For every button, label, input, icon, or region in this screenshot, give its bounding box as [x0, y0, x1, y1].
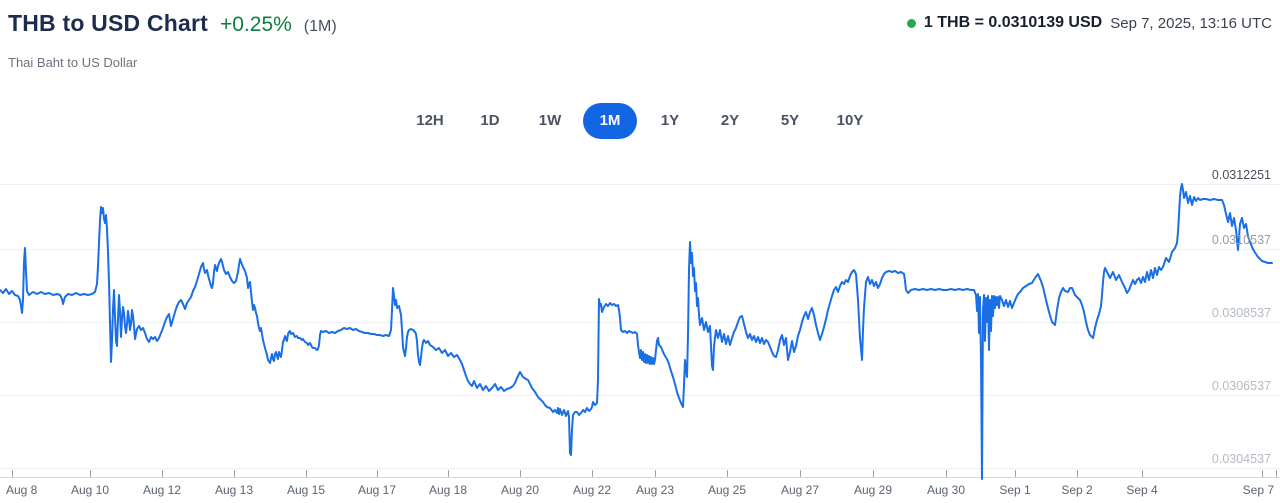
x-axis-label: Aug 12: [143, 483, 181, 497]
x-axis-label: Aug 17: [358, 483, 396, 497]
gridlines: [0, 184, 1280, 469]
x-axis-label: Aug 13: [215, 483, 253, 497]
tab-1y[interactable]: 1Y: [643, 103, 697, 139]
tab-1d[interactable]: 1D: [463, 103, 517, 139]
x-axis-label: Aug 25: [708, 483, 746, 497]
tab-10y[interactable]: 10Y: [823, 103, 877, 139]
x-axis-label: Aug 18: [429, 483, 467, 497]
x-axis-label: Aug 10: [71, 483, 109, 497]
x-axis-label: Aug 30: [927, 483, 965, 497]
x-axis-label: Aug 29: [854, 483, 892, 497]
x-axis-label: Aug 8: [6, 483, 38, 497]
tab-12h[interactable]: 12H: [403, 103, 457, 139]
y-axis-labels: 0.0312251 0.0310537 0.0308537 0.0306537 0.03…: [1212, 168, 1271, 466]
x-axis-label: Aug 22: [573, 483, 611, 497]
x-axis-label: Sep 1: [999, 483, 1031, 497]
x-axis-label: Aug 23: [636, 483, 674, 497]
x-axis-label: Aug 20: [501, 483, 539, 497]
change-percent: +0.25%: [219, 13, 292, 36]
tab-1m[interactable]: 1M: [583, 103, 637, 139]
tab-2y[interactable]: 2Y: [703, 103, 757, 139]
chart-header: THB to USD Chart +0.25% (1M) 1 THB = 0.0…: [8, 10, 1272, 37]
current-rate-text: 1 THB = 0.0310139 USD: [923, 14, 1103, 31]
x-axis: Aug 8 Aug 10 Aug 12 Aug 13 Aug 15 Aug 17 Aug 1…: [0, 470, 1280, 497]
live-dot-icon: [906, 18, 916, 28]
change-period: (1M): [303, 18, 337, 35]
x-axis-label: Sep 4: [1126, 483, 1158, 497]
chart-subtitle: Thai Baht to US Dollar: [8, 55, 138, 70]
current-rate-group: 1 THB = 0.0310139 USD Sep 7, 2025, 13:16…: [906, 14, 1272, 32]
title-group: THB to USD Chart +0.25% (1M): [8, 10, 337, 37]
x-axis-label: Sep 7: [1243, 483, 1275, 497]
price-line-group: [0, 183, 1273, 480]
x-axis-label: Aug 15: [287, 483, 325, 497]
time-range-tabs: 12H 1D 1W 1M 1Y 2Y 5Y 10Y: [0, 103, 1280, 139]
y-axis-label: 0.0312251: [1212, 168, 1271, 182]
rate-timestamp: Sep 7, 2025, 13:16 UTC: [1110, 14, 1272, 32]
tab-1w[interactable]: 1W: [523, 103, 577, 139]
page-title: THB to USD Chart: [8, 10, 208, 36]
tab-5y[interactable]: 5Y: [763, 103, 817, 139]
y-axis-label: 0.0308537: [1212, 306, 1271, 320]
y-axis-label: 0.0304537: [1212, 452, 1271, 466]
x-axis-label: Aug 27: [781, 483, 819, 497]
y-axis-label: 0.0306537: [1212, 379, 1271, 393]
y-axis-label: 0.0310537: [1212, 233, 1271, 247]
price-line: [0, 183, 1273, 480]
x-axis-label: Sep 2: [1061, 483, 1093, 497]
